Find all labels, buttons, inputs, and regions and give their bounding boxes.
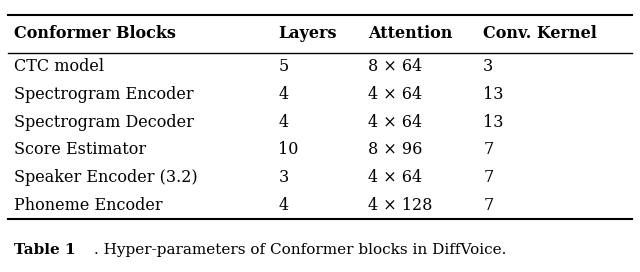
- Text: Conformer Blocks: Conformer Blocks: [14, 26, 176, 42]
- Text: 4: 4: [278, 197, 289, 214]
- Text: Speaker Encoder (3.2): Speaker Encoder (3.2): [14, 169, 198, 186]
- Text: 4: 4: [278, 114, 289, 131]
- Text: 4 × 128: 4 × 128: [368, 197, 433, 214]
- Text: 4 × 64: 4 × 64: [368, 169, 422, 186]
- Text: Table 1: Table 1: [14, 243, 76, 257]
- Text: 3: 3: [278, 169, 289, 186]
- Text: 8 × 64: 8 × 64: [368, 58, 422, 75]
- Text: Attention: Attention: [368, 26, 452, 42]
- Text: . Hyper-parameters of Conformer blocks in DiffVoice.: . Hyper-parameters of Conformer blocks i…: [93, 243, 506, 257]
- Text: 13: 13: [483, 86, 504, 103]
- Text: 7: 7: [483, 141, 493, 158]
- Text: Phoneme Encoder: Phoneme Encoder: [14, 197, 163, 214]
- Text: CTC model: CTC model: [14, 58, 104, 75]
- Text: 4: 4: [278, 86, 289, 103]
- Text: 10: 10: [278, 141, 299, 158]
- Text: 4 × 64: 4 × 64: [368, 114, 422, 131]
- Text: 4 × 64: 4 × 64: [368, 86, 422, 103]
- Text: 7: 7: [483, 197, 493, 214]
- Text: Layers: Layers: [278, 26, 337, 42]
- Text: Score Estimator: Score Estimator: [14, 141, 146, 158]
- Text: 5: 5: [278, 58, 289, 75]
- Text: 7: 7: [483, 169, 493, 186]
- Text: 13: 13: [483, 114, 504, 131]
- Text: Spectrogram Decoder: Spectrogram Decoder: [14, 114, 194, 131]
- Text: Spectrogram Encoder: Spectrogram Encoder: [14, 86, 194, 103]
- Text: 8 × 96: 8 × 96: [368, 141, 422, 158]
- Text: 3: 3: [483, 58, 493, 75]
- Text: Conv. Kernel: Conv. Kernel: [483, 26, 597, 42]
